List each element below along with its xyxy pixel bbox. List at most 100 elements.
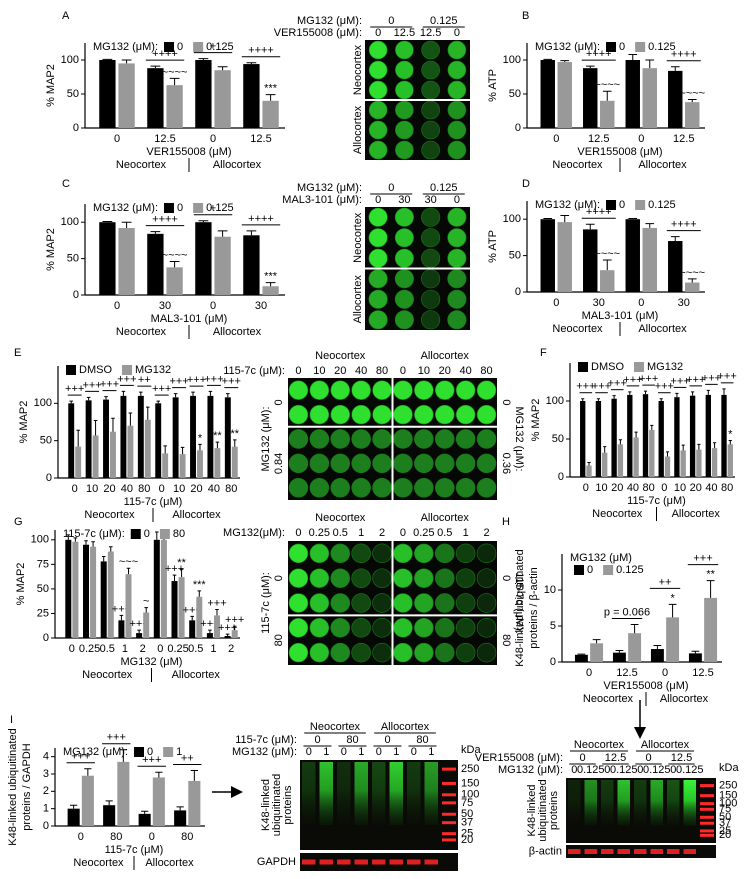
- legend-swatch: [163, 747, 174, 757]
- y-tick-label: 0: [73, 289, 79, 301]
- error-bar: [246, 230, 257, 236]
- row-label: MAL3-101 (μM):: [282, 194, 362, 206]
- row-label: MG132 (μM):: [232, 746, 297, 758]
- group-label: Allocortex: [213, 159, 262, 171]
- well: [414, 642, 434, 663]
- well: [421, 207, 441, 227]
- well: [393, 568, 413, 588]
- loading-band: [584, 849, 597, 854]
- bar: [685, 102, 700, 128]
- side-item: 0: [500, 399, 512, 405]
- row-item: 20: [334, 365, 346, 377]
- y-tick-label: 100: [503, 213, 521, 225]
- x-tick-label: 12.5: [250, 133, 271, 145]
- bar: [664, 456, 671, 477]
- lane-smear: [424, 762, 438, 825]
- lane-smear: [302, 762, 316, 825]
- panel-letter: C: [62, 178, 70, 190]
- significance: +++: [169, 376, 188, 388]
- legend-swatch: [578, 362, 588, 372]
- x-tick-label: 0: [114, 133, 120, 145]
- legend-label: 0.125: [206, 202, 234, 214]
- well: [351, 543, 371, 564]
- bar: [625, 60, 640, 128]
- row-item: 10: [418, 365, 430, 377]
- well: [414, 618, 434, 638]
- well: [414, 404, 434, 425]
- row-item: 0: [637, 764, 643, 776]
- error-bar: [121, 59, 132, 64]
- y-axis-label: K48-linked ubiquitinated: [7, 728, 19, 845]
- bar: [214, 448, 221, 478]
- significance: **: [213, 430, 222, 442]
- legend-label: 0: [619, 41, 625, 53]
- error-bar: [602, 90, 612, 101]
- bar: [666, 617, 680, 662]
- error-bar: [126, 567, 131, 575]
- bar: [574, 654, 588, 662]
- error-bar: [70, 804, 78, 809]
- well: [447, 289, 467, 309]
- well: [309, 618, 330, 638]
- significance: +: [210, 41, 216, 53]
- well: [330, 618, 350, 638]
- error-bar: [265, 282, 276, 287]
- well: [368, 228, 388, 248]
- group-label: Neocortex: [574, 739, 625, 751]
- x-axis-label: VER155008 (μM): [577, 146, 662, 158]
- error-bar: [155, 771, 163, 778]
- error-bar: [653, 644, 662, 650]
- well: [372, 478, 392, 498]
- legend-swatch: [193, 42, 204, 52]
- ladder-band: [700, 829, 714, 833]
- ladder-band: [700, 794, 714, 798]
- well: [421, 100, 440, 120]
- group-label: Allocortex: [641, 739, 690, 751]
- bar: [166, 267, 183, 295]
- x-tick-label: 40: [627, 482, 639, 494]
- row-item: 0.125: [430, 182, 458, 194]
- bar: [213, 615, 220, 638]
- bar: [689, 395, 696, 477]
- error-bar: [728, 440, 732, 445]
- x-tick-label: 2: [228, 643, 234, 655]
- well: [351, 453, 371, 474]
- y-axis-label: % MAP2: [45, 228, 57, 271]
- y-axis-label: % MAP2: [530, 399, 542, 442]
- legend-label: 0.125: [206, 41, 234, 53]
- well: [434, 429, 455, 449]
- error-bar: [198, 58, 209, 60]
- panel-letter: D: [522, 178, 530, 190]
- bar: [143, 612, 150, 638]
- x-tick-label: 1: [122, 643, 128, 655]
- x-tick-label: 1: [210, 643, 216, 655]
- well: [455, 380, 476, 400]
- row-item: 0.5: [333, 527, 348, 539]
- error-bar: [691, 650, 700, 654]
- panel-letter: H: [502, 516, 510, 528]
- bar: [611, 398, 617, 477]
- loading-band: [617, 849, 630, 854]
- group-label: Allocortex: [638, 323, 687, 335]
- kda-label: 37: [719, 817, 731, 829]
- well: [368, 100, 388, 120]
- well: [288, 404, 309, 425]
- significance: ++: [659, 576, 672, 588]
- x-tick-label: 30: [159, 300, 171, 312]
- significance: +++: [165, 563, 184, 575]
- row-item: 12.5: [420, 27, 441, 39]
- well: [455, 478, 476, 498]
- loading-band: [354, 859, 368, 865]
- well: [288, 593, 309, 613]
- group-label: Allocortex: [213, 326, 262, 338]
- legend-label: MG132: [135, 364, 171, 376]
- legend-swatch: [130, 529, 141, 539]
- y-tick-label: 50: [37, 583, 49, 595]
- lane-smear: [601, 780, 614, 826]
- row-item: 0: [400, 527, 406, 539]
- bar: [642, 227, 657, 292]
- significance: ~~~: [119, 556, 138, 568]
- well: [414, 478, 434, 498]
